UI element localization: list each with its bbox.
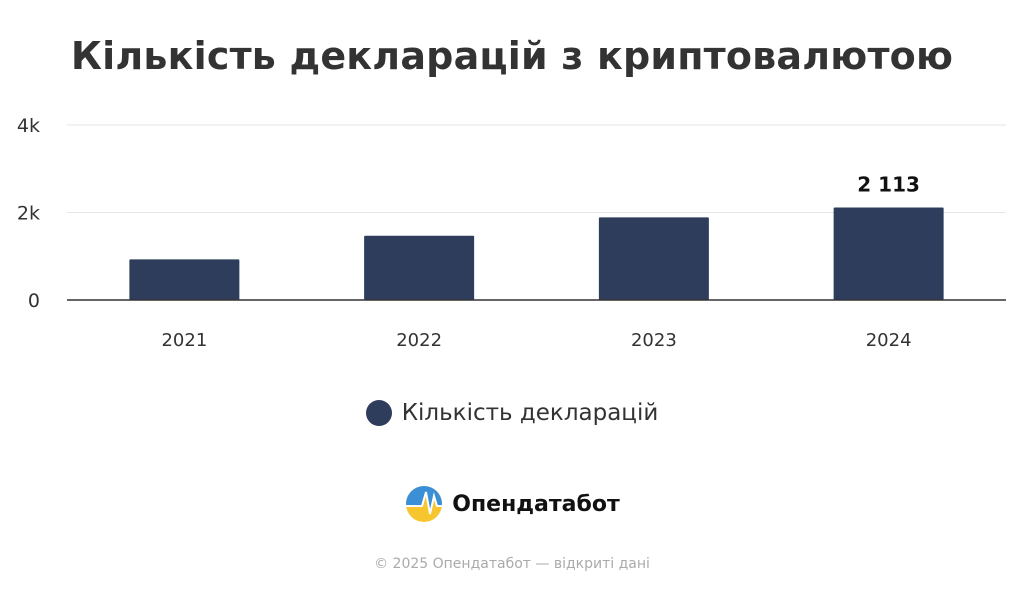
brand-logo[interactable]: Опендатабот [0,484,1024,524]
chart-title: Кількість декларацій з криптовалютою [70,34,954,78]
bar [129,259,240,300]
legend-label: Кількість декларацій [401,400,659,426]
legend-swatch-icon [365,400,392,426]
x-tick-label: 2022 [396,330,442,351]
bar [833,207,944,300]
legend[interactable]: Кількість декларацій [0,400,1024,426]
bar [598,217,709,300]
y-tick-label: 4k [17,115,40,137]
x-tick-label: 2021 [161,330,207,351]
footer-copyright: © 2025 Опендатабот — відкриті дані [374,556,650,572]
x-tick-label: 2024 [866,330,912,351]
brand-name: Опендатабот [452,491,620,517]
x-tick-label: 2023 [631,330,677,351]
data-label: 2 113 [857,173,920,197]
y-tick-label: 2k [17,203,40,225]
bar [364,235,475,300]
opendatabot-logo-icon [406,486,443,522]
y-tick-label: 0 [28,290,40,312]
bar-chart: 0 2k 4k 2021 2022 2023 2024 2 113 [17,115,1006,351]
